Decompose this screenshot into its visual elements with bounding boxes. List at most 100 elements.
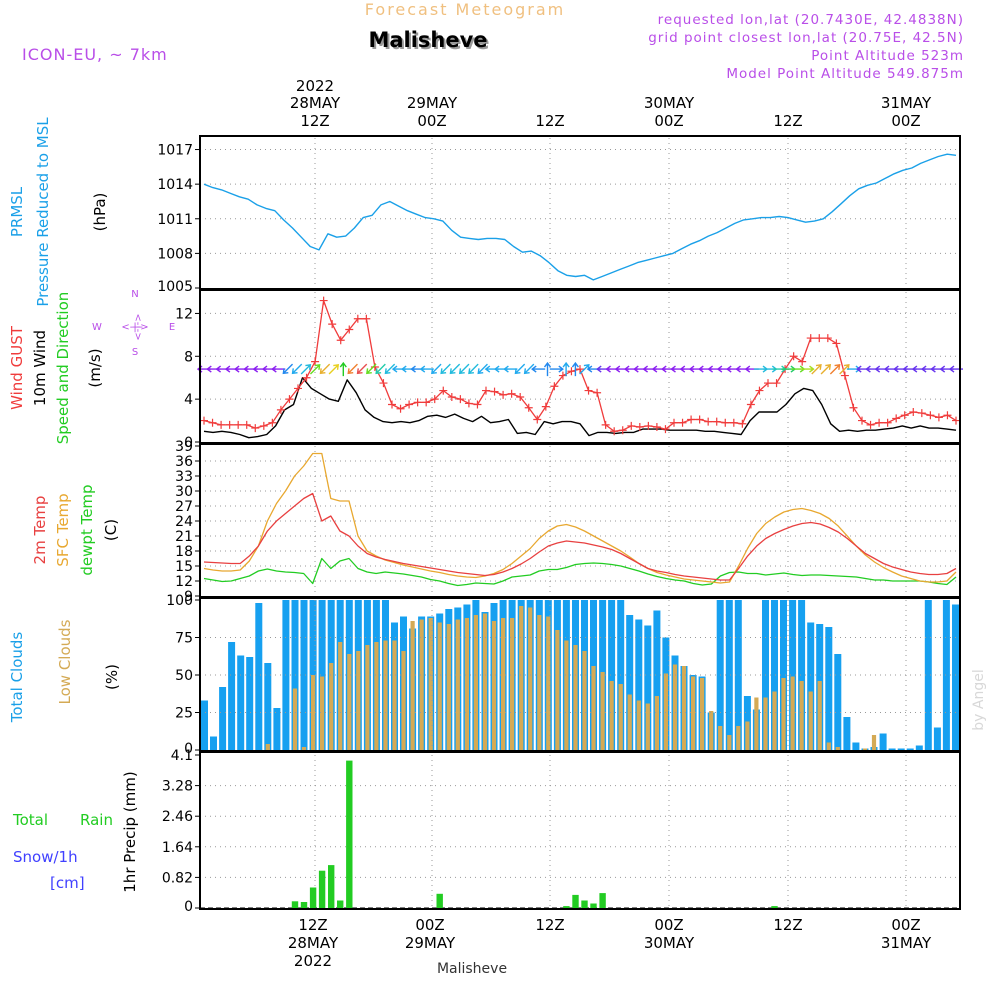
wind-arrow-shape [523,363,535,375]
pressure-line [203,153,957,281]
low-cloud-bar [464,618,469,750]
compass-west: W [92,322,102,333]
wind-direction-label: Speed and Direction [54,292,72,445]
wind-arrow-shape [811,364,822,375]
gust-marker [652,423,661,431]
top-date-label-1: 29MAY 00Z [407,94,458,130]
clouds-ytick-label: 0 [184,741,193,757]
rain-bar [318,870,326,908]
gust-marker [601,420,610,429]
low-cloud-bar [428,618,433,750]
bottom-date-label-2: 12Z [535,916,564,934]
wind-arrow-icon [800,365,815,373]
dewpoint-line [203,557,957,587]
wind-gust-label: Wind GUST [8,325,26,410]
wind-arrow-shape [347,363,358,375]
rain-bar [771,906,778,908]
pressure-ytick-label: 1017 [157,143,193,159]
gust-marker [610,427,619,436]
gust-marker [832,339,841,348]
gust-marker [618,426,627,435]
bottom-date-label-4: 12Z [773,916,802,934]
low-cloud-bar [301,747,307,750]
wind-arrow-icon [440,363,451,375]
temperature-ytick-label: 24 [175,514,193,530]
total-cloud-bar [843,717,851,750]
total-cloud-bar [255,603,263,750]
wind-arrow-icon [571,361,579,377]
gust-marker [353,314,362,323]
gust-marker [729,418,738,427]
rain-bar [581,900,588,908]
wind-arrow-shape [328,364,340,375]
rain-bar [436,893,443,908]
total-cloud-bar [807,622,815,750]
low-cloud-bar [709,711,714,750]
gust-marker [524,403,533,412]
low-cloud-bar [401,651,406,750]
rain-bar [572,894,579,908]
low-cloud-bar [437,622,442,750]
gust-marker [926,411,935,420]
low-cloud-bar [582,651,587,750]
total-cloud-bar [897,748,905,750]
low-cloud-bar [473,615,478,750]
wind-arrow-shape [800,365,815,373]
low-cloud-bar [636,700,641,750]
precip-gridlines [200,755,960,908]
total-cloud-bar [318,600,326,750]
pressure-series [203,153,957,281]
gust-marker [772,379,781,388]
total-cloud-bar [264,663,272,750]
temp-dewpt-label: dewpt Temp [78,484,96,575]
total-cloud-bar [834,654,842,750]
gust-marker [661,425,670,434]
wind-arrow-shape [543,361,552,377]
station-title-shadow: Malisheve [370,30,489,54]
wind-arrow-icon [291,363,303,375]
wind-arrow-shape [309,364,321,375]
top-date-label-2: 12Z [535,112,564,130]
wind-arrow-shape [449,363,461,375]
wind-arrow-shape [839,364,850,375]
low-cloud-bar [672,664,678,750]
gust-marker [311,357,320,366]
gust-marker [490,387,499,396]
low-cloud-bar [700,678,705,750]
total-cloud-bar [924,600,932,750]
total-cloud-bar [888,748,896,750]
gust-marker [430,395,439,404]
temp-unit: (C) [102,519,120,541]
low-cloud-bar [772,691,777,750]
compass-horizontal: <-|-> [121,322,148,333]
wind-arrow-icon [477,363,488,375]
low-cloud-bar [618,684,623,750]
gust-marker [251,424,260,433]
gust-marker [439,386,448,395]
wind-arrow-icon [282,363,294,375]
pressure-ytick-label: 1011 [157,212,193,228]
low-cloud-bar [537,615,542,750]
wind-arrow-shape [356,363,368,375]
gust-marker [721,418,730,427]
wind-arrow-icon [523,363,535,375]
precip-panel: 00.821.642.463.284.1 Total Rain Snow/1h … [12,748,961,915]
clouds-unit: (%) [103,664,121,690]
wind-arrow-icon [839,364,850,375]
low-cloud-bar [564,640,569,750]
gust-marker [507,389,516,398]
wind-arrow-icon [449,363,461,375]
wind-arrow-icon [820,364,832,375]
wind-arrow-shape [431,363,442,375]
station-title: Malisheve [368,28,487,52]
total-cloud-bar [852,742,860,750]
gust-marker [242,420,251,429]
low-cloud-bar [419,619,424,750]
gust-marker [516,393,525,401]
low-cloud-bar [519,606,524,750]
rain-bar [599,893,606,908]
gust-marker [541,402,550,411]
wind-arrow-icon [458,363,470,375]
